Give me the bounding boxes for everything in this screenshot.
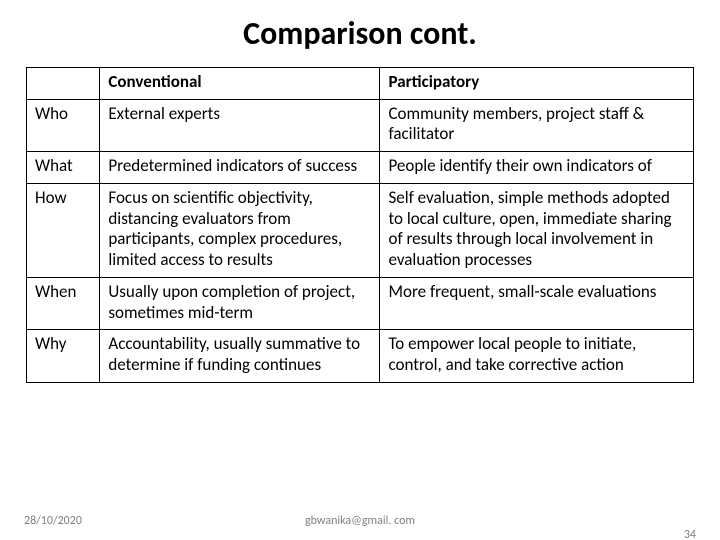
table-header-row: Conventional Participatory <box>27 68 694 100</box>
comparison-table: Conventional Participatory Who External … <box>26 67 694 383</box>
footer-page-number: 34 <box>684 528 696 540</box>
footer-email: gbwanika@gmail. com <box>0 514 720 528</box>
row-label: Why <box>27 330 100 382</box>
row-label: What <box>27 152 100 184</box>
row-label: How <box>27 183 100 277</box>
table-row: Who External experts Community members, … <box>27 99 694 151</box>
cell-participatory: People identify their own indicators of <box>380 152 694 184</box>
cell-participatory: Self evaluation, simple methods adopted … <box>380 183 694 277</box>
cell-participatory: To empower local people to initiate, con… <box>380 330 694 382</box>
row-label: When <box>27 277 100 329</box>
table-row: How Focus on scientific objectivity, dis… <box>27 183 694 277</box>
cell-participatory: More frequent, small-scale evaluations <box>380 277 694 329</box>
cell-conventional: Usually upon completion of project, some… <box>100 277 380 329</box>
cell-conventional: External experts <box>100 99 380 151</box>
table-row: What Predetermined indicators of success… <box>27 152 694 184</box>
table-row: When Usually upon completion of project,… <box>27 277 694 329</box>
slide: Comparison cont. Conventional Participat… <box>0 0 720 540</box>
row-label: Who <box>27 99 100 151</box>
cell-conventional: Accountability, usually summative to det… <box>100 330 380 382</box>
slide-footer: 28/10/2020 gbwanika@gmail. com 34 <box>0 514 720 528</box>
cell-conventional: Predetermined indicators of success <box>100 152 380 184</box>
slide-title: Comparison cont. <box>26 14 694 53</box>
table-row: Why Accountability, usually summative to… <box>27 330 694 382</box>
header-participatory: Participatory <box>380 68 694 100</box>
cell-conventional: Focus on scientific objectivity, distanc… <box>100 183 380 277</box>
footer-date: 28/10/2020 <box>24 514 82 528</box>
cell-participatory: Community members, project staff & facil… <box>380 99 694 151</box>
header-conventional: Conventional <box>100 68 380 100</box>
header-blank <box>27 68 100 100</box>
